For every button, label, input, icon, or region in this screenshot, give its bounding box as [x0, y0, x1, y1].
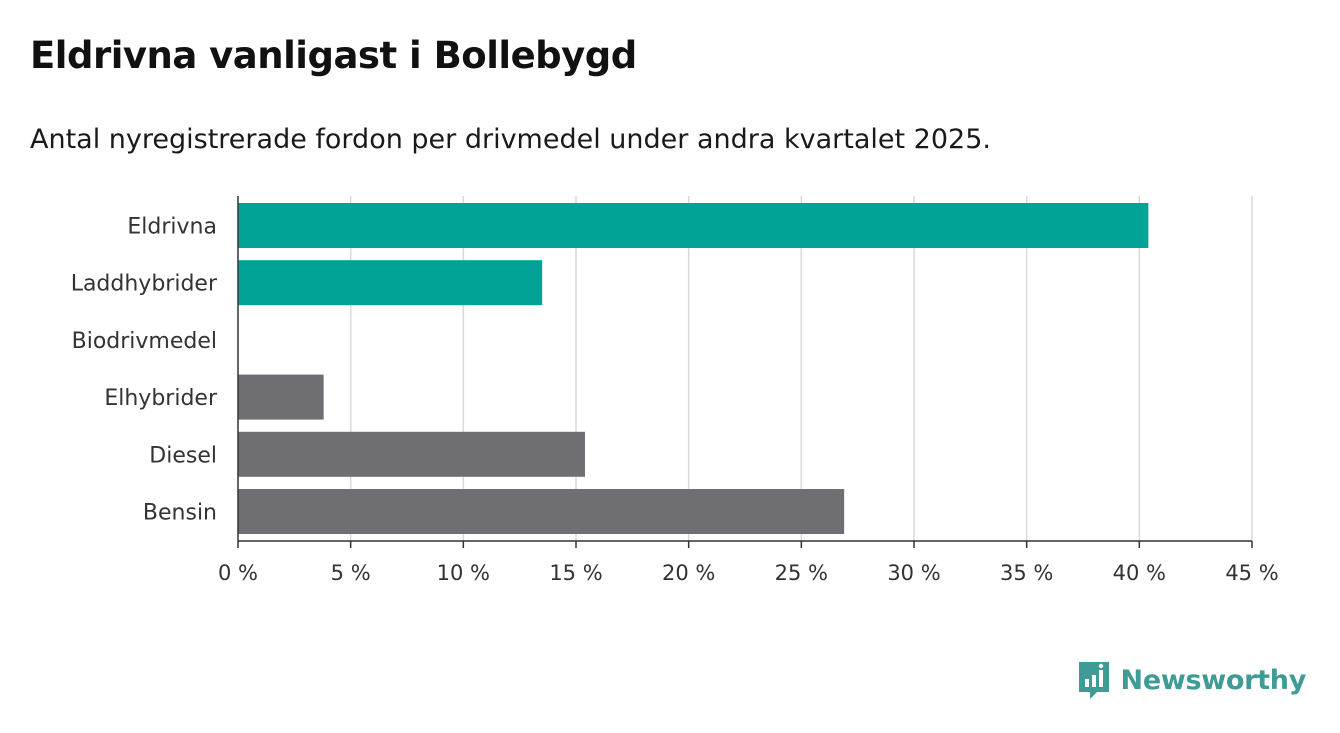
bar-elhybrider	[238, 374, 324, 420]
bar-laddhybrider	[238, 260, 543, 306]
x-tick-label: 45 %	[1225, 561, 1278, 585]
newsworthy-logo-icon	[1078, 662, 1109, 699]
x-tick-label: 35 %	[1000, 561, 1053, 585]
brand-name: Newsworthy	[1120, 664, 1307, 696]
x-tick-label: 25 %	[775, 561, 828, 585]
x-tick-label: 10 %	[437, 561, 490, 585]
bar-bensin	[238, 489, 845, 534]
x-tick-label: 0 %	[218, 561, 258, 585]
x-tick-label: 40 %	[1113, 561, 1166, 585]
chart-title: Eldrivna vanligast i Bollebygd	[30, 34, 637, 77]
category-label: Eldrivna	[127, 215, 217, 240]
bar-diesel	[238, 431, 586, 477]
category-label: Elhybrider	[104, 386, 218, 411]
chart-subtitle: Antal nyregistrerade fordon per drivmede…	[30, 124, 991, 155]
x-tick-label: 5 %	[331, 561, 371, 585]
x-tick-label: 20 %	[662, 561, 715, 585]
x-tick-label: 30 %	[887, 561, 940, 585]
category-label: Laddhybrider	[71, 272, 218, 297]
bar-eldrivna	[238, 203, 1149, 248]
bar-chart: Eldrivna Laddhybrider Biodrivmedel Elhybrid…	[71, 196, 1279, 585]
category-label: Bensin	[143, 501, 217, 526]
brand-logo: Newsworthy	[1077, 660, 1306, 700]
category-label: Diesel	[149, 443, 217, 468]
category-label: Biodrivmedel	[72, 329, 217, 354]
x-tick-label: 15 %	[549, 561, 602, 585]
